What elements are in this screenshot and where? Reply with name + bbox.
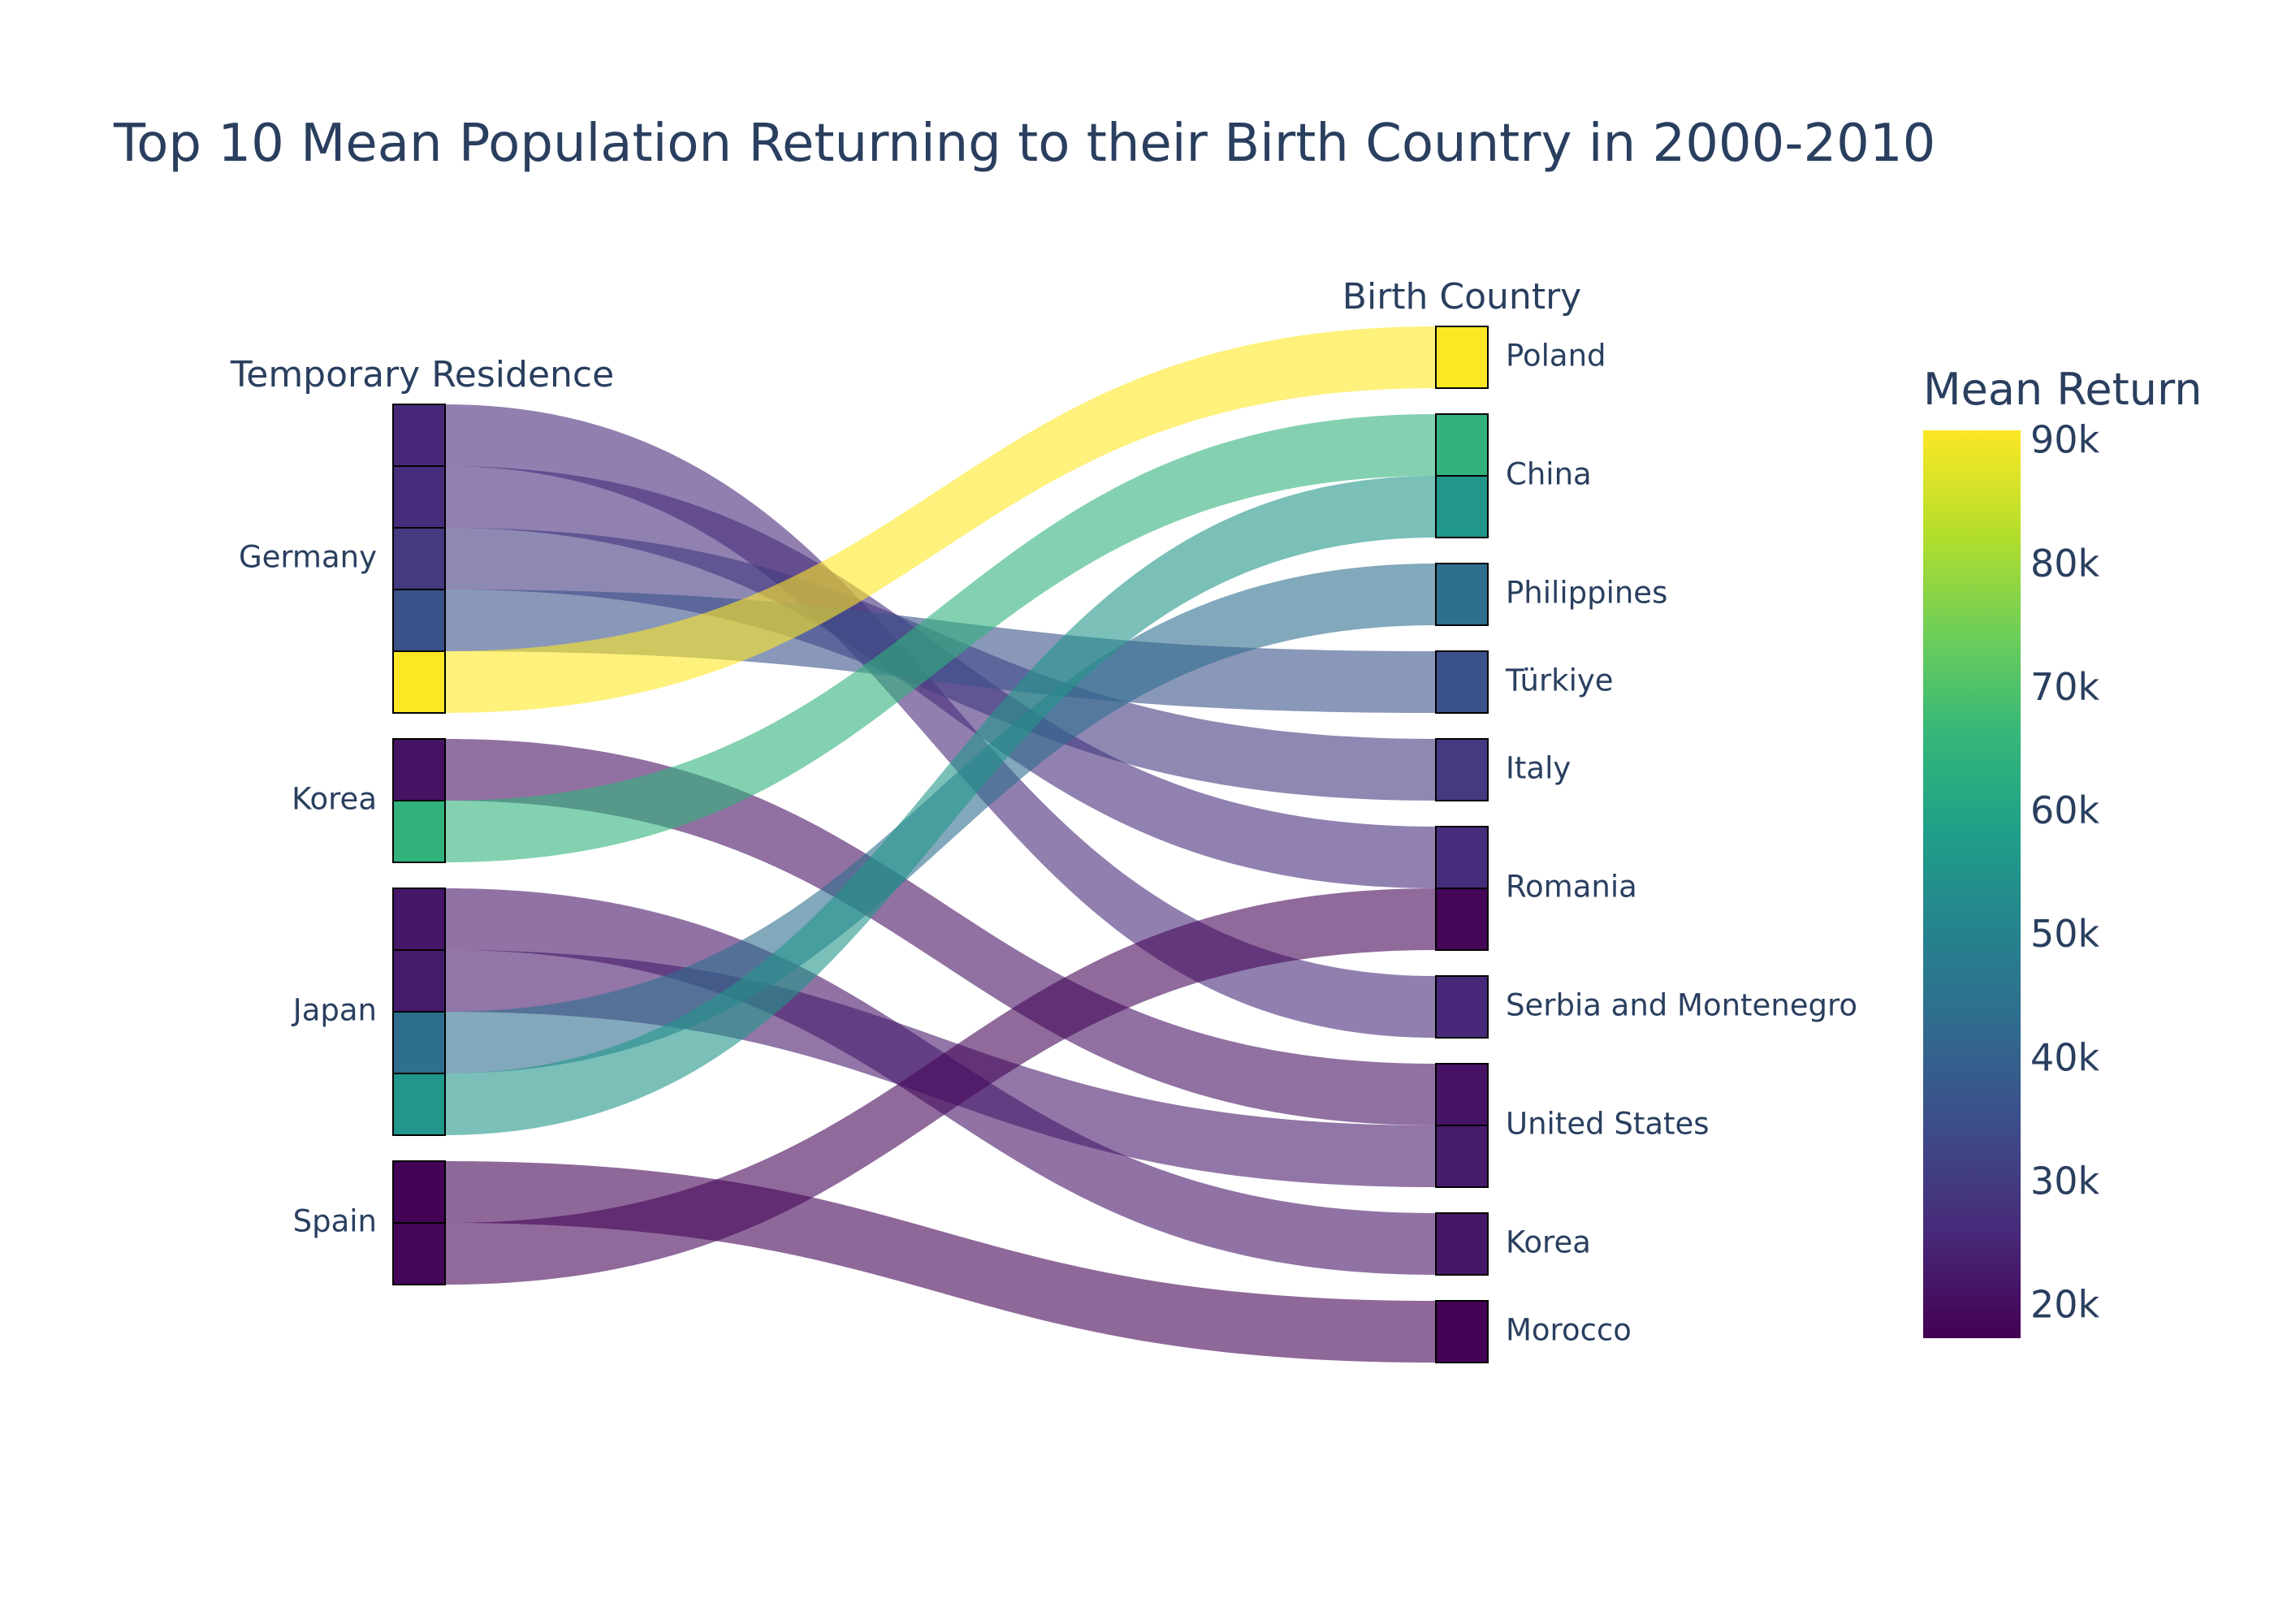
target-node-morocco[interactable] (1435, 1300, 1489, 1363)
source-label-japan: Japan (292, 993, 377, 1028)
sankey-links (445, 326, 1436, 1363)
target-label-united-states: United States (1506, 1107, 1710, 1142)
source-node-korea[interactable] (392, 800, 446, 863)
source-node-japan[interactable] (392, 949, 446, 1013)
source-node-germany[interactable] (392, 527, 446, 590)
source-label-korea: Korea (292, 782, 377, 817)
source-node-spain[interactable] (392, 1222, 446, 1285)
target-label-korea: Korea (1506, 1225, 1591, 1260)
source-node-germany[interactable] (392, 404, 446, 467)
target-label-t-rkiye: Türkiye (1505, 663, 1614, 698)
source-node-spain[interactable] (392, 1160, 446, 1224)
target-label-italy: Italy (1506, 751, 1571, 786)
colorbar-tick-label: 60k (2030, 788, 2100, 832)
target-node-t-rkiye[interactable] (1435, 650, 1489, 714)
colorbar-tick-label: 20k (2030, 1282, 2100, 1326)
colorbar-tick-label: 40k (2030, 1035, 2100, 1079)
source-node-japan[interactable] (392, 1073, 446, 1136)
target-label-romania: Romania (1506, 870, 1637, 905)
target-node-korea[interactable] (1435, 1212, 1489, 1276)
target-node-romania[interactable] (1435, 826, 1489, 889)
source-node-germany[interactable] (392, 650, 446, 714)
link-germany-to-serbia-and-montenegro[interactable] (445, 404, 1436, 1038)
source-node-japan[interactable] (392, 1011, 446, 1074)
colorbar-tick-label: 30k (2030, 1159, 2100, 1203)
target-node-romania[interactable] (1435, 888, 1489, 951)
source-label-germany: Germany (239, 540, 377, 575)
target-label-philippines: Philippines (1506, 576, 1667, 611)
source-node-korea[interactable] (392, 738, 446, 801)
target-node-italy[interactable] (1435, 738, 1489, 801)
link-korea-to-united-states[interactable] (445, 739, 1436, 1125)
target-node-poland[interactable] (1435, 326, 1489, 389)
target-node-philippines[interactable] (1435, 563, 1489, 626)
chart-title: Top 10 Mean Population Returning to thei… (113, 114, 1935, 174)
target-label-china: China (1506, 457, 1592, 492)
target-node-united-states[interactable] (1435, 1125, 1489, 1188)
target-label-morocco: Morocco (1506, 1313, 1632, 1348)
source-node-japan[interactable] (392, 888, 446, 951)
target-node-united-states[interactable] (1435, 1063, 1489, 1126)
target-label-serbia-and-montenegro: Serbia and Montenegro (1506, 988, 1857, 1023)
link-germany-to-poland[interactable] (445, 326, 1436, 713)
colorbar: Mean Return 20k 30k 40k 50k 60k 70k 80k 90k (1923, 364, 2203, 1338)
colorbar-gradient (1923, 430, 2021, 1338)
colorbar-tick-label: 90k (2030, 418, 2100, 462)
left-axis-title: Temporary Residence (230, 354, 614, 395)
source-node-germany[interactable] (392, 465, 446, 529)
link-spain-to-romania[interactable] (445, 888, 1436, 1285)
sankey-nodes: Germany Korea Japan Spain Poland China Philipp… (239, 326, 1857, 1363)
source-node-germany[interactable] (392, 589, 446, 652)
colorbar-ticks: 20k 30k 40k 50k 60k 70k 80k 90k (2030, 418, 2100, 1327)
link-japan-to-china[interactable] (445, 476, 1436, 1135)
colorbar-tick-label: 80k (2030, 542, 2100, 585)
target-node-china[interactable] (1435, 413, 1489, 477)
link-korea-to-china[interactable] (445, 414, 1436, 862)
right-axis-title: Birth Country (1342, 276, 1581, 317)
target-label-poland: Poland (1506, 339, 1606, 374)
target-node-china[interactable] (1435, 475, 1489, 538)
colorbar-tick-label: 70k (2030, 665, 2100, 709)
target-node-serbia-and-montenegro[interactable] (1435, 975, 1489, 1039)
colorbar-tick-label: 50k (2030, 912, 2100, 956)
colorbar-title: Mean Return (1923, 364, 2203, 415)
source-label-spain: Spain (293, 1204, 377, 1239)
